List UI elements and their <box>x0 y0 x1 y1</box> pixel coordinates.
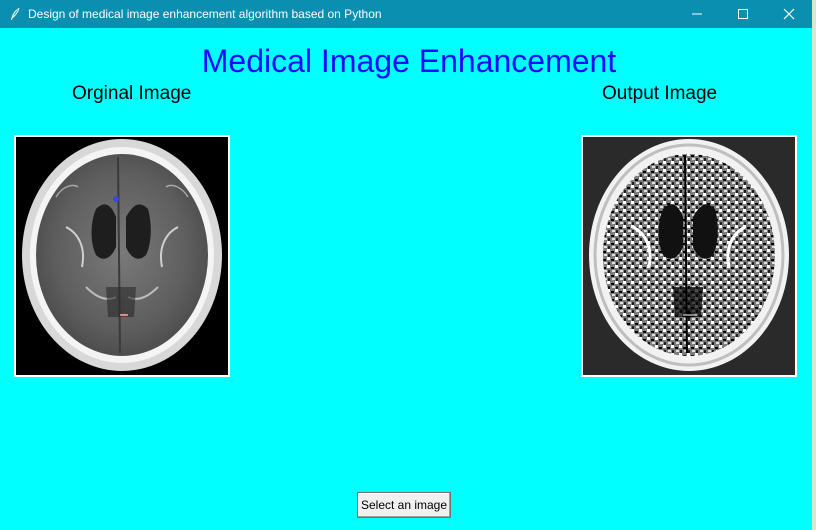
window-titlebar[interactable]: Design of medical image enhancement algo… <box>0 0 812 28</box>
maximize-button[interactable] <box>720 0 766 28</box>
output-image <box>581 135 797 377</box>
maximize-icon <box>738 9 748 19</box>
window-title: Design of medical image enhancement algo… <box>28 7 382 21</box>
select-image-button[interactable]: Select an image <box>357 492 451 518</box>
close-icon <box>783 8 795 20</box>
output-image-caption: Output Image <box>602 83 718 104</box>
original-image <box>14 135 230 377</box>
app-window-content: Medical Image Enhancement Orginal Image … <box>0 28 812 530</box>
close-button[interactable] <box>766 0 812 28</box>
minimize-button[interactable] <box>674 0 720 28</box>
minimize-icon <box>692 13 702 15</box>
window-controls <box>674 0 812 28</box>
original-image-caption: Orginal Image <box>72 83 192 104</box>
page-title: Medical Image Enhancement <box>201 43 617 79</box>
feather-icon <box>7 6 23 22</box>
